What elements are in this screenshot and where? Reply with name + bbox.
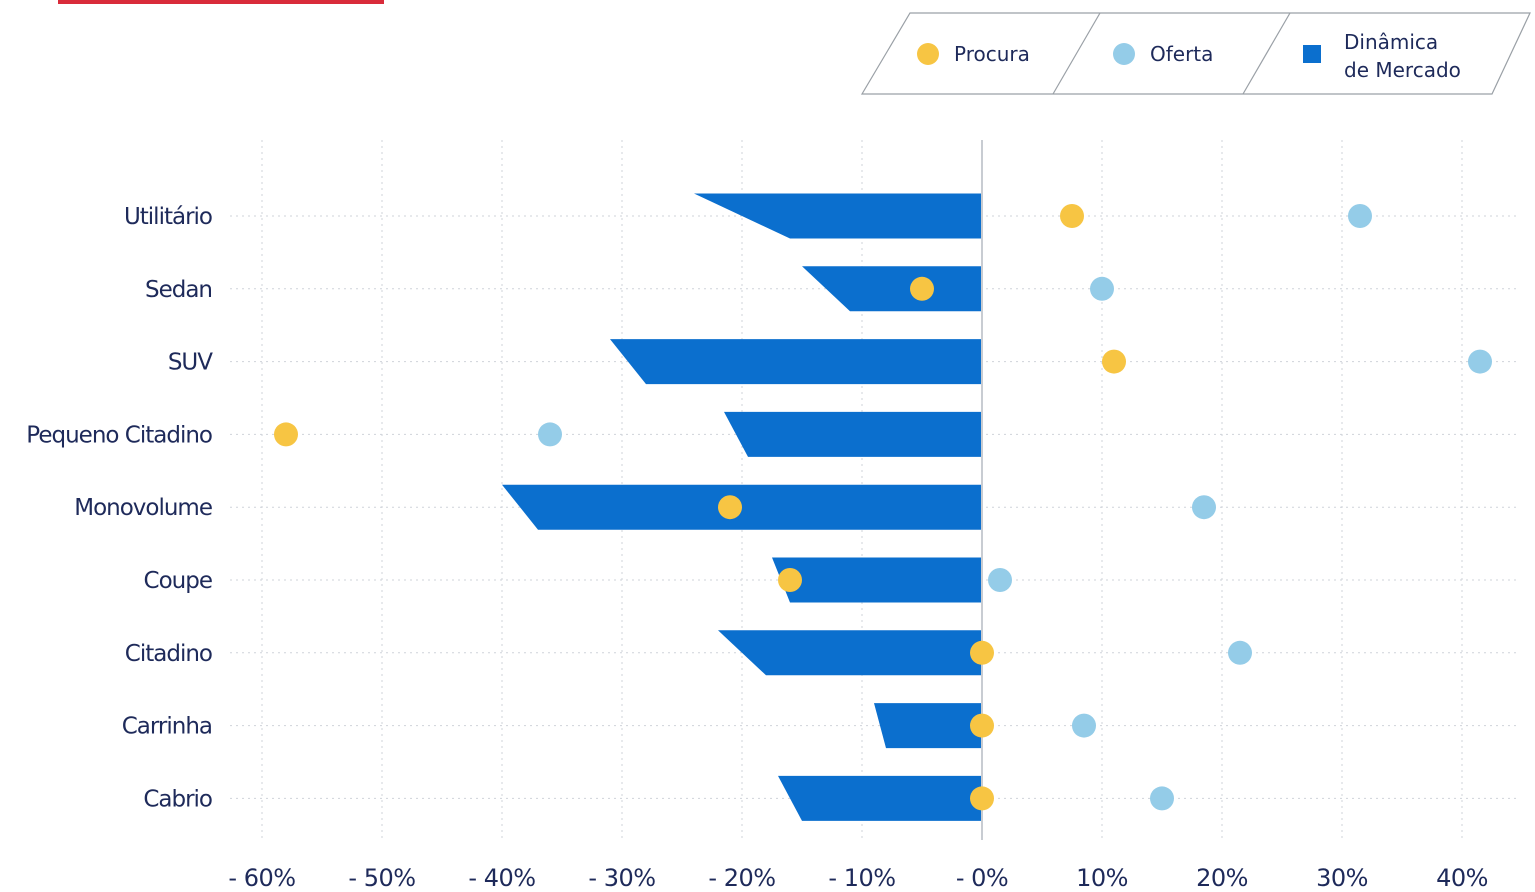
- legend-procura-marker: [917, 43, 939, 65]
- point-oferta-8: [1150, 786, 1174, 811]
- point-series-oferta: [538, 204, 1492, 811]
- x-tick-label-0: - 60%: [228, 864, 295, 892]
- point-procura-6: [970, 640, 994, 665]
- point-oferta-3: [538, 422, 562, 447]
- point-oferta-4: [1192, 495, 1216, 520]
- bar-series-dinamica: [502, 193, 982, 821]
- x-tick-label-7: 10%: [1076, 864, 1128, 892]
- point-procura-1: [910, 276, 934, 301]
- bar-dinamica-0: [694, 193, 982, 239]
- category-label-7: Carrinha: [122, 714, 212, 740]
- bar-dinamica-5: [772, 557, 982, 603]
- x-tick-label-2: - 40%: [468, 864, 535, 892]
- category-label-0: Utilitário: [124, 204, 212, 230]
- point-procura-4: [718, 495, 742, 520]
- bar-dinamica-7: [874, 703, 982, 749]
- x-tick-label-5: - 10%: [828, 864, 895, 892]
- category-label-3: Pequeno Citadino: [26, 422, 212, 448]
- category-label-8: Cabrio: [143, 786, 212, 812]
- chart-grid: [230, 140, 1520, 840]
- chart-legend: Procura Oferta Dinâmica de Mercado: [860, 12, 1531, 95]
- top-accent-bar: [58, 0, 384, 4]
- point-procura-7: [970, 713, 994, 738]
- x-tick-label-9: 30%: [1316, 864, 1368, 892]
- category-label-2: SUV: [168, 350, 213, 376]
- x-tick-labels: - 60% - 50% - 40% - 30% - 20% - 10% - 0% 10% 20%…: [228, 864, 1488, 892]
- point-procura-3: [274, 422, 298, 447]
- x-tick-label-4: - 20%: [708, 864, 775, 892]
- bar-dinamica-1: [802, 266, 982, 312]
- bar-dinamica-8: [778, 775, 982, 821]
- x-tick-label-10: 40%: [1436, 864, 1488, 892]
- point-oferta-7: [1072, 713, 1096, 738]
- legend-divider: [1242, 12, 1291, 95]
- point-oferta-6: [1228, 640, 1252, 665]
- category-label-5: Coupe: [144, 568, 212, 594]
- legend-frame: [860, 12, 1531, 95]
- legend-oferta-label: Oferta: [1150, 42, 1213, 66]
- category-label-4: Monovolume: [74, 495, 212, 521]
- point-procura-2: [1102, 349, 1126, 374]
- category-label-1: Sedan: [145, 277, 212, 303]
- legend-dinamica-label-line1: Dinâmica: [1344, 30, 1438, 54]
- legend-divider: [1052, 12, 1101, 95]
- x-tick-label-6: - 0%: [956, 864, 1008, 892]
- legend-oferta-marker: [1113, 43, 1135, 65]
- point-oferta-0: [1348, 204, 1372, 228]
- x-tick-label-1: - 50%: [348, 864, 415, 892]
- point-oferta-2: [1468, 349, 1492, 374]
- category-labels: Utilitário Sedan SUV Pequeno Citadino Monovo…: [26, 204, 214, 812]
- point-series-procura: [274, 204, 1126, 811]
- legend-dinamica-marker: [1303, 45, 1321, 63]
- bar-dinamica-6: [718, 630, 982, 676]
- legend-dinamica-label-line2: de Mercado: [1344, 58, 1461, 82]
- bar-dinamica-3: [724, 411, 982, 457]
- point-procura-0: [1060, 204, 1084, 228]
- point-procura-5: [778, 568, 802, 592]
- bar-dinamica-2: [610, 339, 982, 385]
- point-oferta-1: [1090, 276, 1114, 301]
- legend-procura-label: Procura: [954, 42, 1030, 66]
- point-oferta-5: [988, 568, 1012, 592]
- x-tick-label-8: 20%: [1196, 864, 1248, 892]
- x-tick-label-3: - 30%: [588, 864, 655, 892]
- point-procura-8: [970, 786, 994, 811]
- category-label-6: Citadino: [125, 641, 212, 667]
